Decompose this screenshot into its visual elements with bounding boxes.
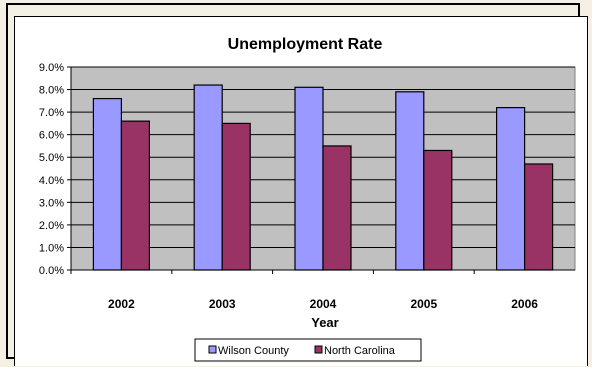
y-tick-label: 8.0% <box>39 85 64 97</box>
bar-chart: Unemployment Rate 0.0% 1.0% 2.0% 3.0% 4.0% 5.… <box>39 36 576 362</box>
bar-wilson-county-2006 <box>496 106 526 271</box>
x-tick-label: 2005 <box>410 297 437 311</box>
legend-label-wilson-county: Wilson County <box>218 345 289 357</box>
legend-swatch-wilson-county <box>208 345 217 354</box>
bar-wilson-county-2002 <box>92 97 123 271</box>
y-tick-label: 1.0% <box>39 242 64 254</box>
x-tick-label: 2004 <box>310 297 337 311</box>
bar-wilson-county-2003 <box>193 84 223 271</box>
y-tick-label: 6.0% <box>39 130 64 142</box>
y-tick-label: 3.0% <box>39 197 64 209</box>
x-axis-title: Year <box>311 315 338 330</box>
legend-box <box>194 338 422 362</box>
y-tick-label: 5.0% <box>39 152 64 164</box>
bar-wilson-county-2004 <box>294 86 324 271</box>
x-tick-label: 2006 <box>511 297 538 311</box>
bar-north-carolina-2005 <box>423 149 453 271</box>
bar-north-carolina-2002 <box>120 120 151 271</box>
y-tick-label: 0.0% <box>39 265 64 277</box>
bar-north-carolina-2003 <box>221 122 251 271</box>
legend-label-north-carolina: North Carolina <box>324 345 396 357</box>
y-tick-label: 9.0% <box>39 62 64 74</box>
bar-north-carolina-2004 <box>322 145 352 271</box>
bar-wilson-county-2005 <box>395 91 425 271</box>
x-tick-label: 2002 <box>108 297 135 311</box>
chart-title: Unemployment Rate <box>228 36 383 53</box>
legend-swatch-north-carolina <box>314 345 323 354</box>
chart-area: Unemployment Rate 0.0% 1.0% 2.0% 3.0% 4.0% 5.… <box>14 16 588 366</box>
y-tick-label: 7.0% <box>39 107 64 119</box>
x-tick-label: 2003 <box>209 297 236 311</box>
plot-area: 0.0% 1.0% 2.0% 3.0% 4.0% 5.0% 6.0% 7.0% 8.0% 9.0%… <box>39 62 576 311</box>
y-tick-label: 2.0% <box>39 220 64 232</box>
bar-north-carolina-2006 <box>524 163 554 271</box>
y-tick-label: 4.0% <box>39 175 64 187</box>
legend: Wilson County North Carolina <box>194 338 422 362</box>
